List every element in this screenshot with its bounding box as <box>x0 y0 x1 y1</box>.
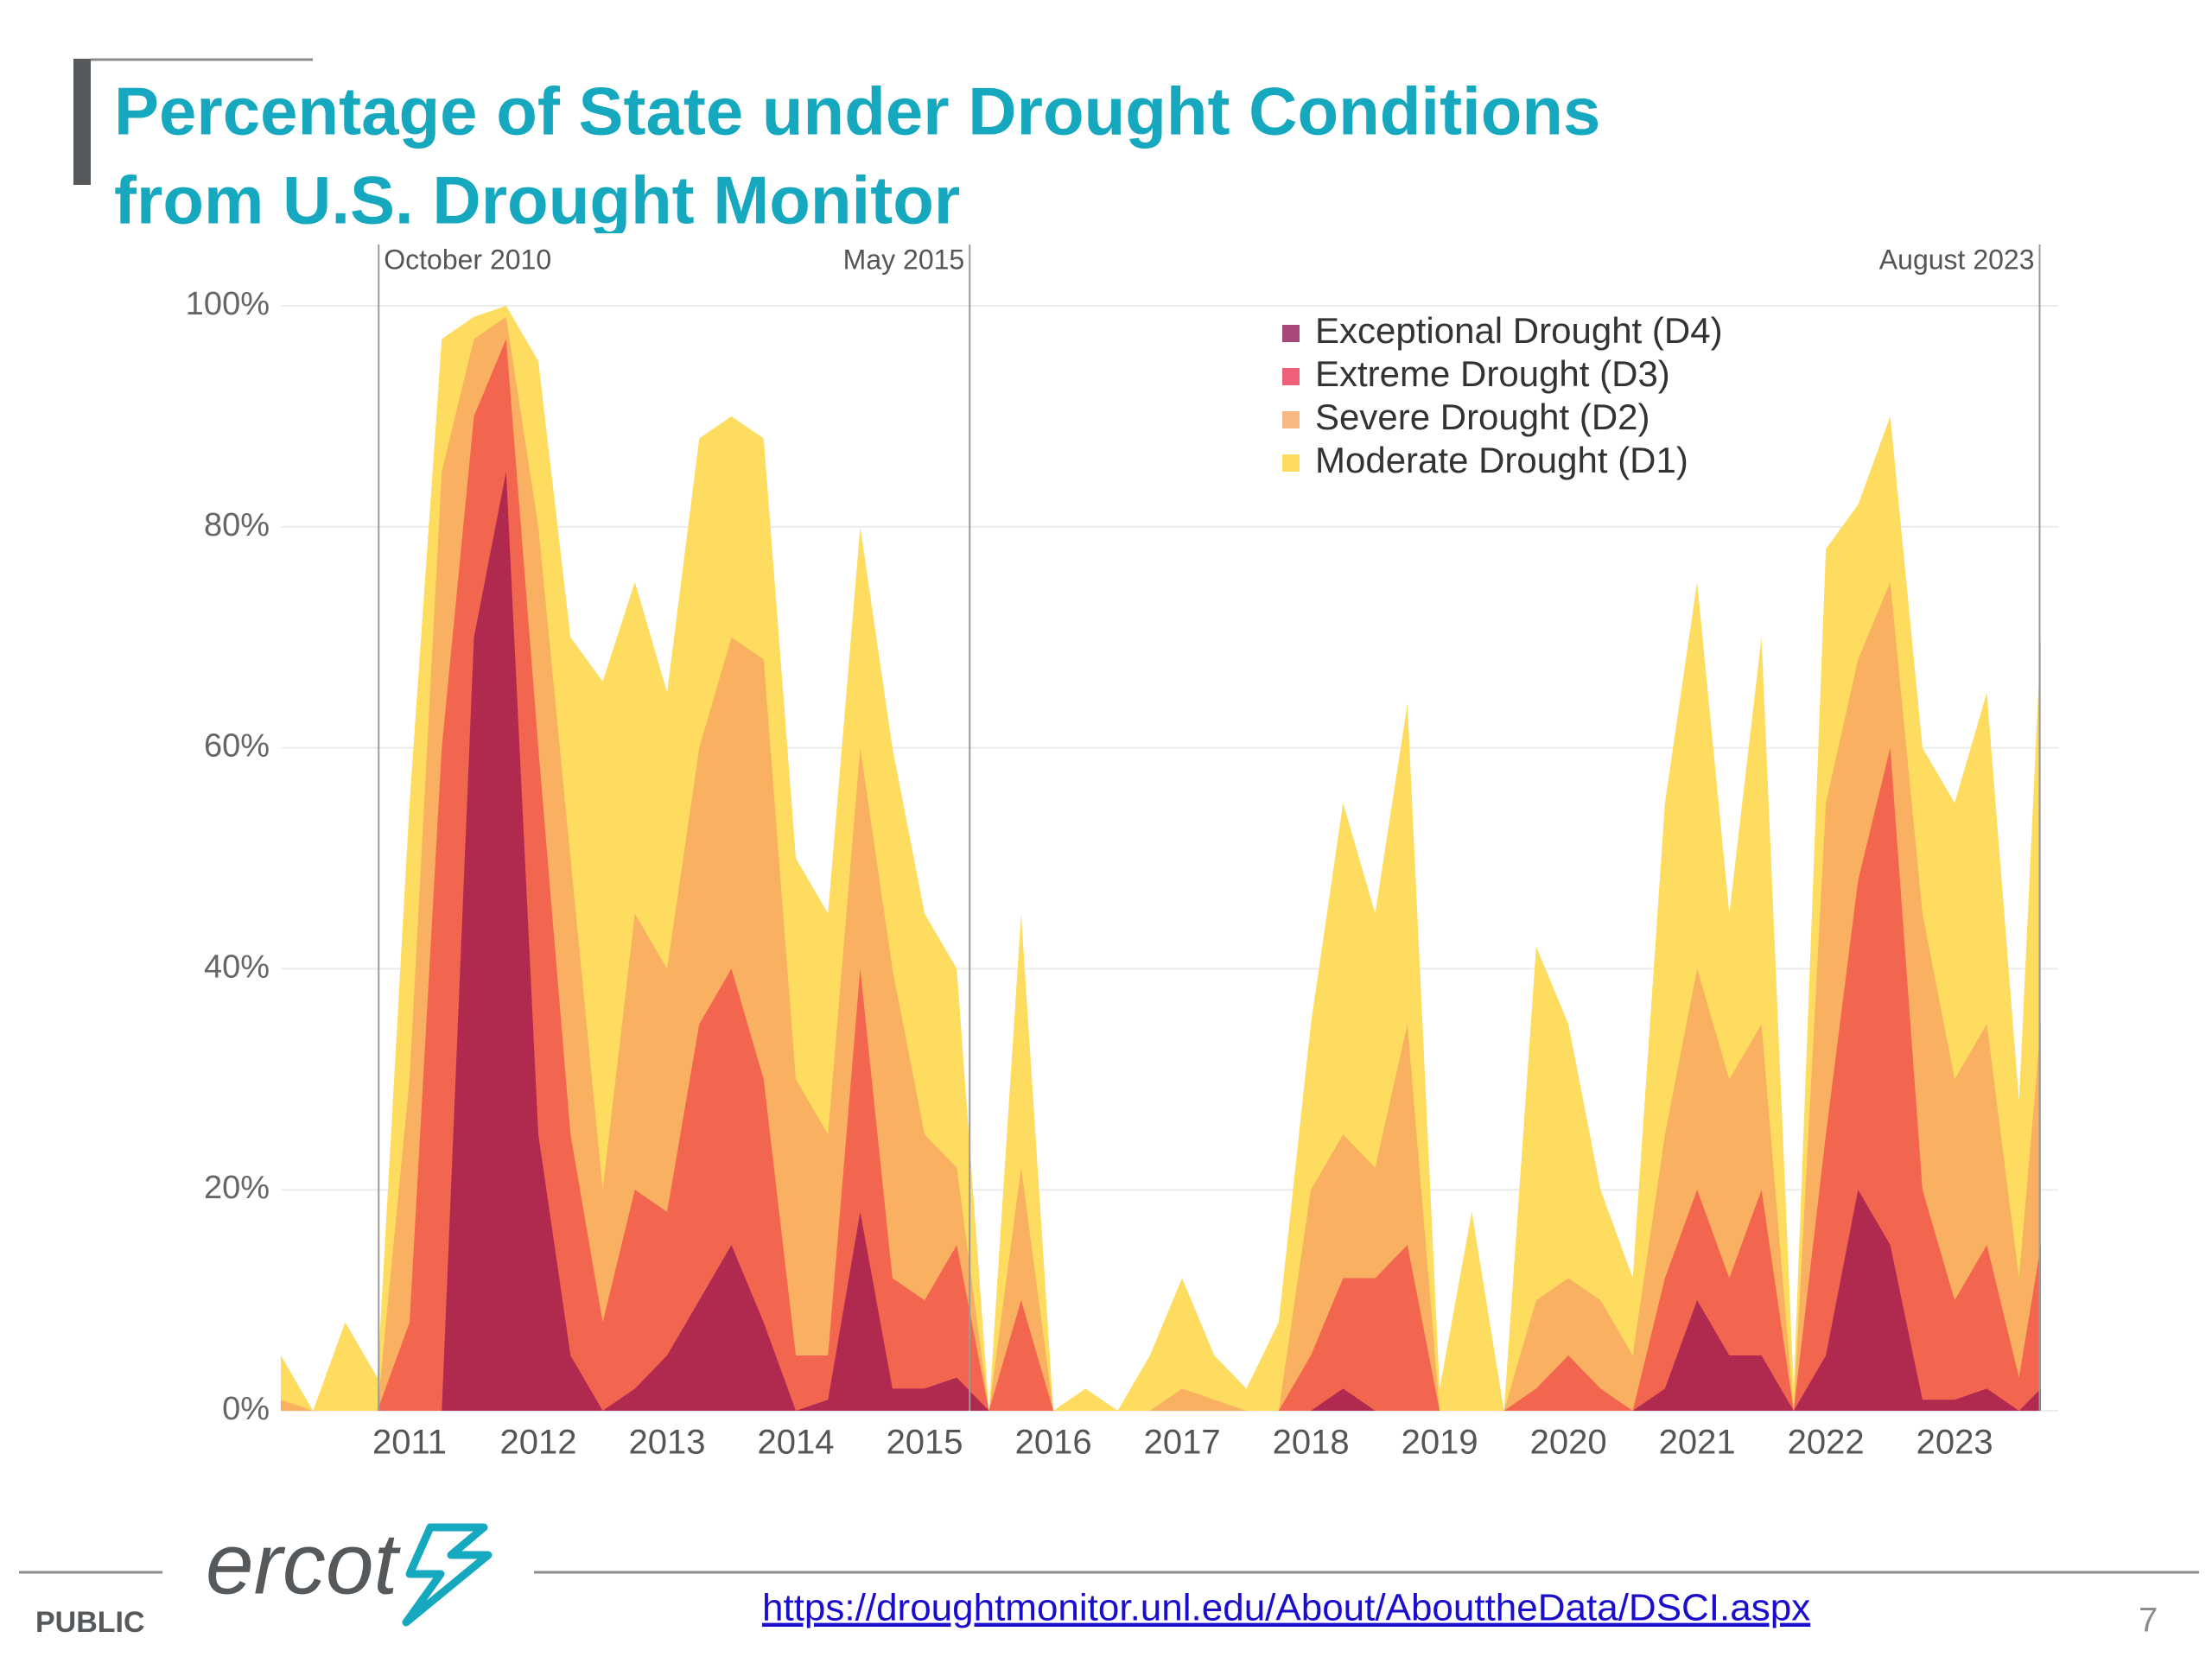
x-tick-label: 2020 <box>1530 1424 1607 1462</box>
legend-swatch <box>1282 325 1300 342</box>
logo-text: ercot <box>206 1515 402 1612</box>
legend-label: Exceptional Drought (D4) <box>1315 310 1723 351</box>
chart-subtitle: from U.S. Drought Monitor <box>114 162 960 238</box>
legend-label: Severe Drought (D2) <box>1315 397 1650 437</box>
source-link[interactable]: https://droughtmonitor.unl.edu/About/Abo… <box>762 1587 1810 1629</box>
area <box>281 471 2041 1411</box>
x-tick-label: 2022 <box>1788 1424 1865 1462</box>
x-tick-label: 2014 <box>758 1424 835 1462</box>
legend-label: Moderate Drought (D1) <box>1315 440 1688 480</box>
x-tick-label: 2012 <box>500 1424 577 1462</box>
legend-swatch <box>1282 454 1300 472</box>
y-tick-label: 40% <box>204 949 270 985</box>
marker-label: August 2023 <box>1879 244 2035 275</box>
legend-label: Extreme Drought (D3) <box>1315 353 1670 394</box>
y-tick-label: 20% <box>204 1170 270 1206</box>
x-tick-label: 2019 <box>1402 1424 1478 1462</box>
x-tick-label: 2023 <box>1916 1424 1993 1462</box>
x-tick-label: 2021 <box>1659 1424 1736 1462</box>
y-tick-label: 0% <box>222 1391 270 1427</box>
x-tick-label: 2013 <box>629 1424 706 1462</box>
title-mask <box>0 233 1123 251</box>
y-tick-label: 80% <box>204 507 270 543</box>
y-tick-label: 100% <box>186 286 270 322</box>
title-bar <box>73 59 91 185</box>
page-number: 7 <box>2139 1602 2158 1640</box>
classification: PUBLIC <box>35 1606 145 1639</box>
area <box>281 339 2041 1411</box>
marker-label: May 2015 <box>843 244 965 275</box>
legend-swatch <box>1282 411 1300 428</box>
x-tick-label: 2017 <box>1144 1424 1221 1462</box>
x-tick-label: 2018 <box>1273 1424 1350 1462</box>
x-tick-label: 2015 <box>887 1424 963 1462</box>
y-tick-label: 60% <box>204 728 270 765</box>
plot: 0% 20% 40% 60% 80% 100% 2011 2012 2013 2014 2015 20… <box>186 244 2058 1462</box>
legend-swatch <box>1282 368 1300 385</box>
x-tick-label: 2011 <box>372 1424 447 1462</box>
x-tick-label: 2016 <box>1015 1424 1092 1462</box>
logo-mark <box>402 1523 493 1627</box>
marker-label: October 2010 <box>384 244 551 275</box>
chart-title: Percentage of State under Drought Condit… <box>114 73 1600 149</box>
